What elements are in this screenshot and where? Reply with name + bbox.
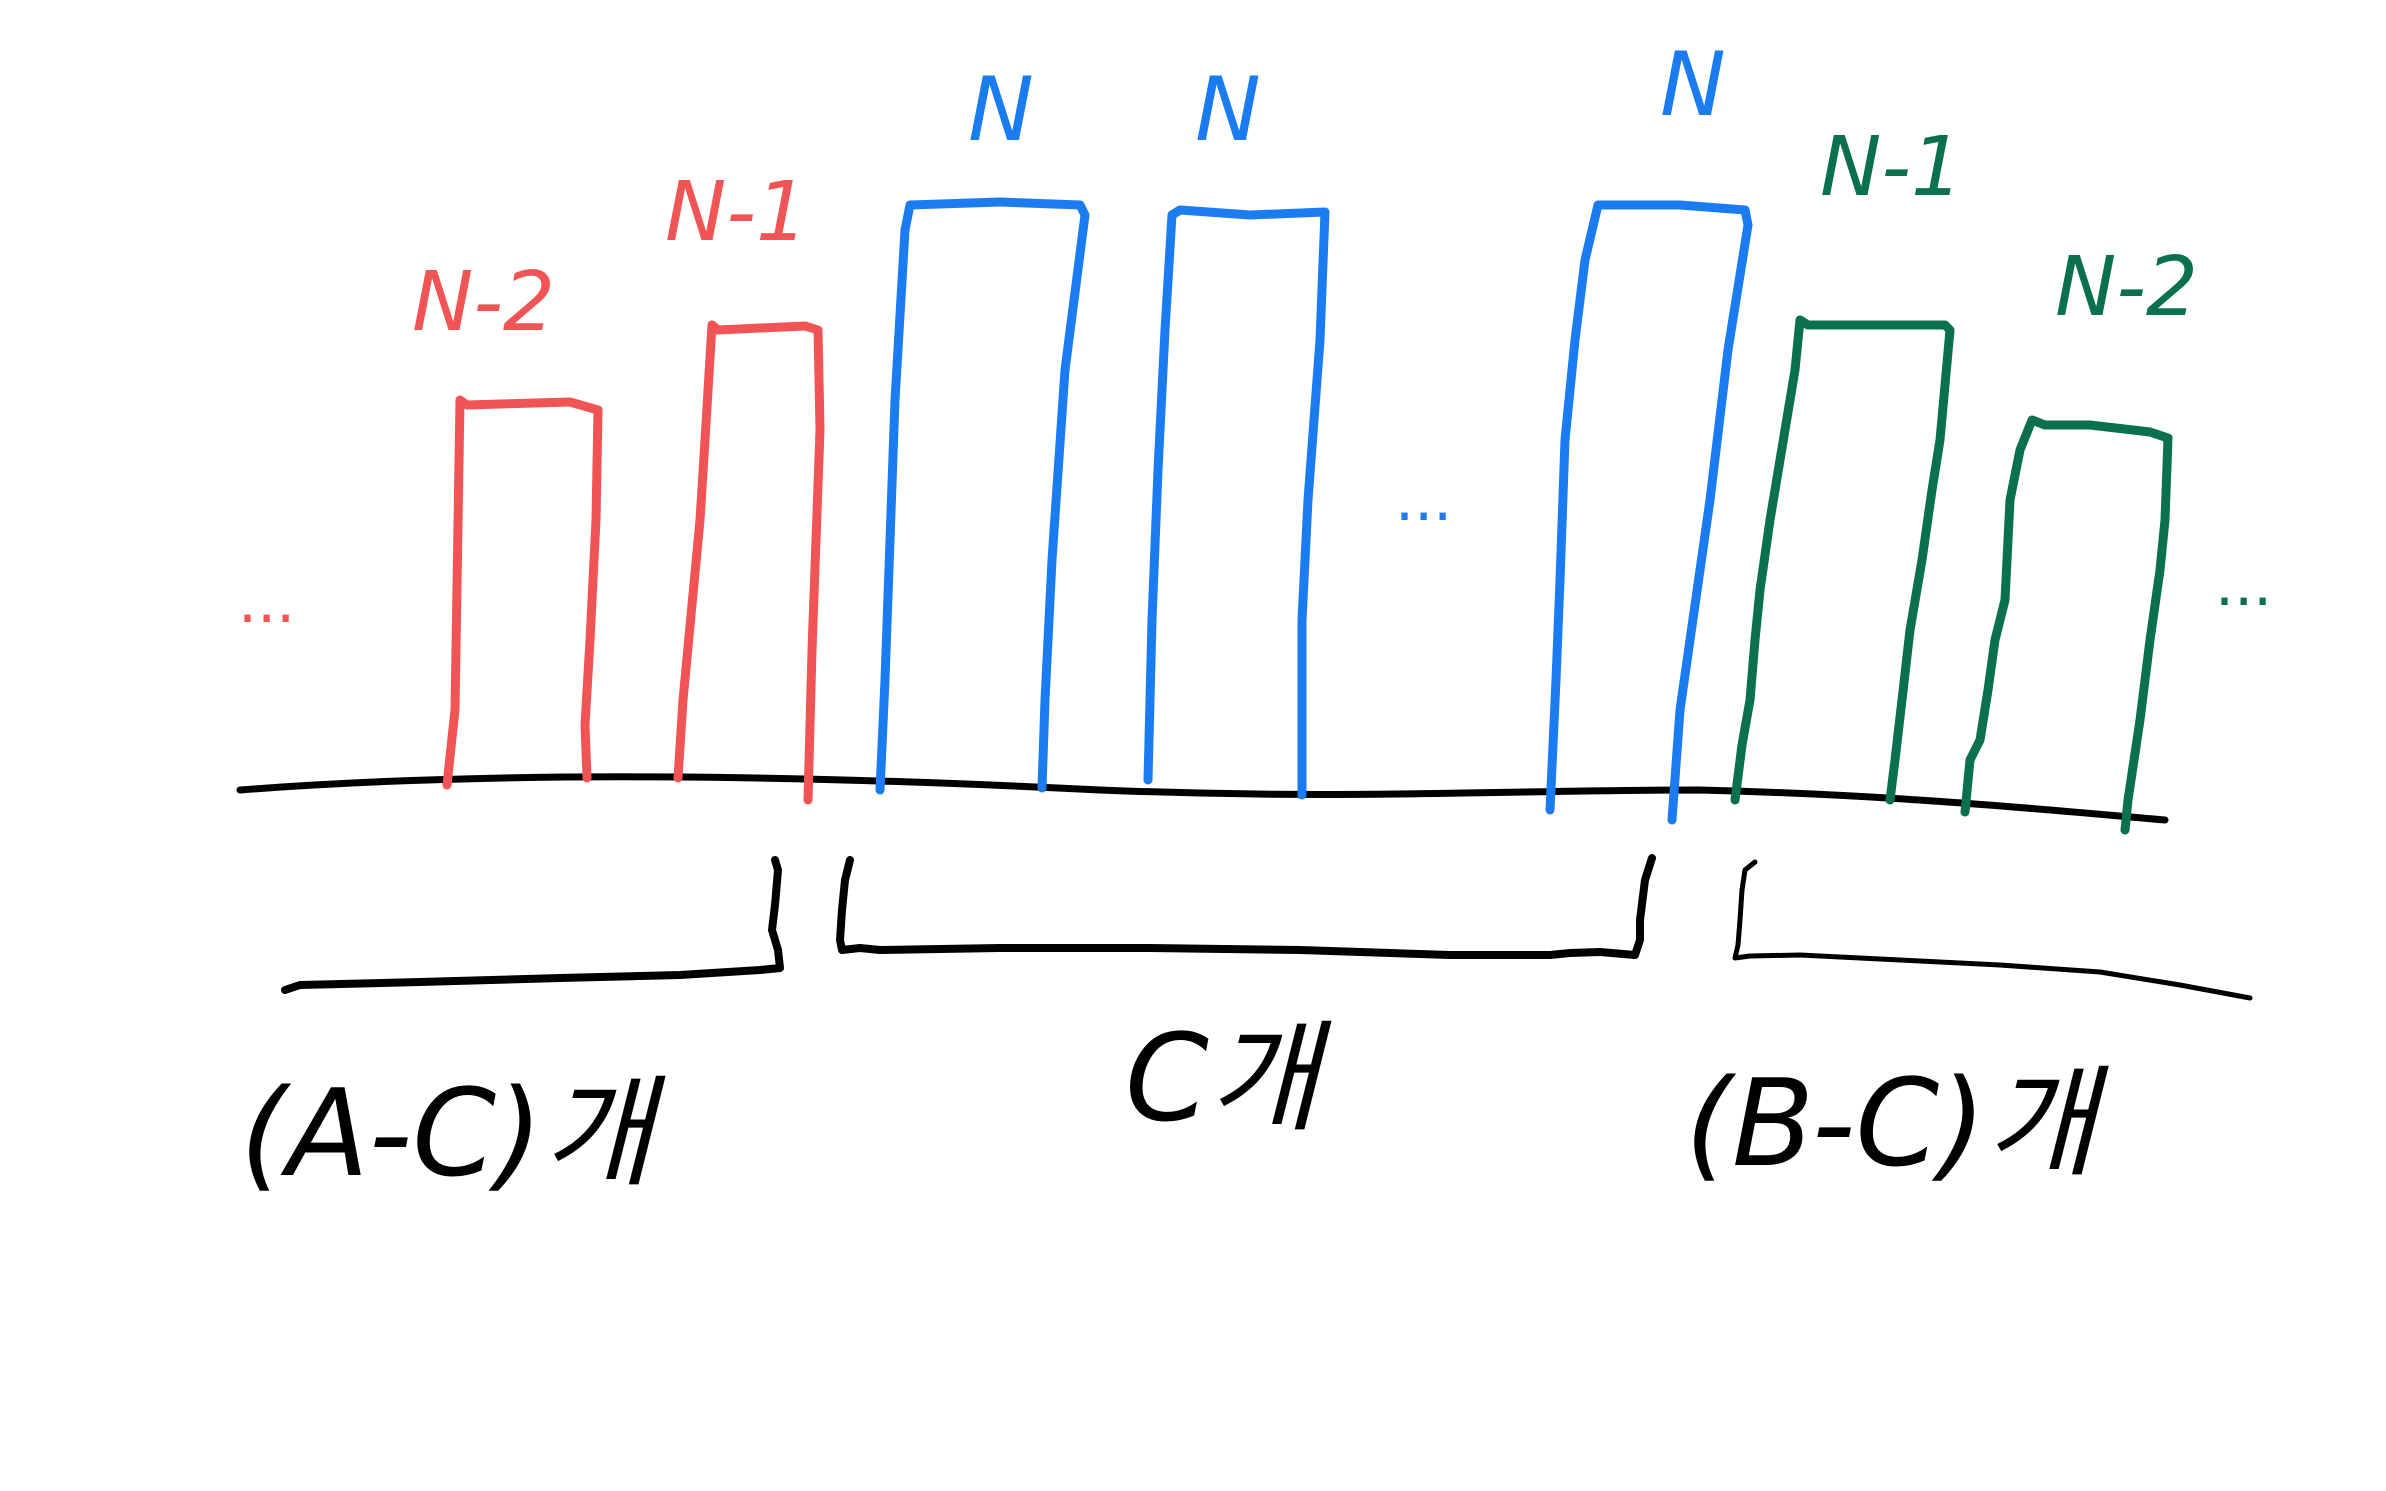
bar-green-n-minus-2: [1960, 415, 2173, 835]
bracket-label-right: (B-C)개: [1685, 1055, 2109, 1194]
bar-red-n-minus-1: [673, 320, 825, 805]
bar-label-red-n-minus-2: N-2: [412, 255, 555, 350]
bracket-label-middle: C개: [1125, 1010, 1332, 1149]
baseline: [236, 773, 2169, 824]
bar-green-n-minus-1: [1730, 315, 1955, 805]
bar-label-red-n-minus-1: N-1: [665, 165, 808, 260]
bar-label-green-n-minus-1: N-1: [1820, 120, 1963, 215]
bar-label-green-n-minus-2: N-2: [2055, 240, 2198, 335]
bracket-label-left: (A-C)개: [240, 1065, 666, 1204]
bracket-right: [1732, 859, 2253, 1001]
bar-label-blue-n-2: N: [1195, 58, 1261, 161]
bracket-left: [281, 856, 784, 994]
bar-red-n-minus-2: [442, 395, 603, 790]
bracket-middle: [836, 854, 1656, 959]
ellipsis-middle: ...: [1395, 465, 1452, 535]
ellipsis-right: ...: [2215, 550, 2272, 620]
ellipsis-left: ...: [238, 567, 295, 637]
bar-label-blue-n-3: N: [1660, 33, 1726, 136]
bar-blue-n-2: [1143, 205, 1330, 800]
bar-blue-n-3: [1545, 200, 1753, 825]
bar-blue-n-1: [875, 197, 1090, 795]
bar-label-blue-n-1: N: [968, 58, 1034, 161]
